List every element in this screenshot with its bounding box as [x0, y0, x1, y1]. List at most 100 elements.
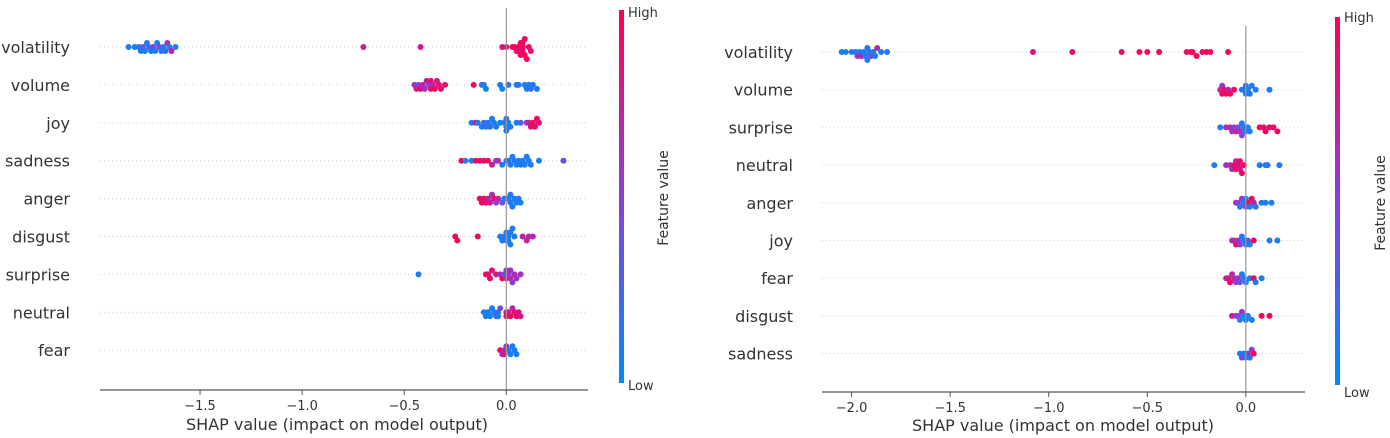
- shap-point-joy: [531, 123, 538, 130]
- shap-point-volatility: [864, 57, 871, 63]
- shap-point-fear: [513, 351, 520, 358]
- shap-point-disgust: [1236, 316, 1243, 323]
- shap-point-sadness: [527, 161, 534, 168]
- shap-point-neutral: [1276, 162, 1283, 169]
- shap-point-surprise: [507, 267, 514, 274]
- shap-point-volatility: [1189, 49, 1196, 55]
- x-tick-label: 0.0: [496, 399, 517, 414]
- shap-point-sadness: [507, 161, 514, 168]
- feature-label-surprise: surprise: [6, 265, 70, 284]
- shap-point-volatility: [1029, 49, 1036, 55]
- shap-point-volatility: [527, 48, 534, 54]
- shap-point-disgust: [509, 225, 516, 232]
- x-axis-label: SHAP value (impact on model output): [186, 415, 488, 434]
- feature-label-joy: joy: [45, 114, 70, 133]
- shap-point-volatility: [1136, 49, 1143, 55]
- shap-point-fear: [1236, 279, 1243, 286]
- shap-point-volume: [482, 85, 489, 92]
- shap-point-volume: [515, 81, 522, 88]
- feature-label-neutral: neutral: [736, 156, 793, 175]
- shap-point-anger: [509, 203, 516, 210]
- shap-point-surprise: [509, 279, 516, 286]
- shap-point-surprise: [489, 267, 496, 274]
- shap-point-neutral: [517, 313, 524, 320]
- feature-label-anger: anger: [746, 194, 793, 213]
- shap-point-anger: [495, 195, 502, 202]
- shap-point-volatility: [1156, 49, 1163, 55]
- colorbar-low-label: Low: [1344, 386, 1370, 401]
- shap-point-surprise: [1262, 128, 1269, 135]
- shap-point-fear: [1252, 279, 1259, 286]
- shap-point-sadness: [495, 157, 502, 164]
- shap-point-volume: [421, 85, 428, 92]
- shap-point-neutral: [1238, 170, 1245, 177]
- colorbar-title: Feature value: [656, 150, 672, 246]
- shap-point-volatility: [1144, 49, 1151, 55]
- x-tick-label: −1.5: [934, 401, 966, 416]
- shap-point-anger: [1268, 199, 1275, 206]
- x-tick-label: −1.5: [184, 399, 216, 414]
- shap-point-surprise: [513, 275, 520, 282]
- shap-point-disgust: [519, 233, 526, 240]
- shap-point-anger: [486, 199, 493, 206]
- shap-point-volatility: [521, 36, 528, 42]
- shap-point-neutral: [495, 313, 502, 320]
- shap-point-volatility: [172, 44, 179, 50]
- shap-point-disgust: [507, 241, 514, 248]
- shap-point-volatility: [168, 48, 175, 54]
- shap-point-neutral: [486, 313, 493, 320]
- shap-point-sadness: [484, 157, 491, 164]
- x-axis-label: SHAP value (impact on model output): [912, 416, 1214, 435]
- shap-point-disgust: [474, 233, 481, 240]
- feature-label-volatility: volatility: [1, 38, 70, 57]
- shap-point-joy: [1246, 241, 1253, 248]
- shap-point-joy: [1236, 241, 1243, 248]
- shap-point-sadness: [489, 161, 496, 168]
- shap-point-volatility: [872, 53, 879, 59]
- shap-point-sadness: [521, 161, 528, 168]
- shap-point-volume: [1248, 82, 1255, 89]
- shap-point-volume: [1227, 90, 1234, 97]
- shap-point-surprise: [1274, 128, 1281, 135]
- shap-point-volatility: [884, 49, 891, 55]
- shap-point-anger: [1262, 199, 1269, 206]
- shap-point-anger: [517, 199, 524, 206]
- feature-label-fear: fear: [38, 341, 70, 360]
- shap-point-disgust: [1258, 312, 1265, 319]
- colorbar-high-label: High: [1344, 11, 1374, 26]
- shap-point-sadness: [535, 157, 542, 164]
- feature-label-fear: fear: [761, 269, 793, 288]
- x-tick-label: −0.5: [388, 399, 420, 414]
- shap-point-anger: [1246, 203, 1253, 210]
- shap-point-fear: [1258, 275, 1265, 282]
- x-tick-label: −0.5: [1131, 401, 1163, 416]
- shap-point-joy: [517, 119, 524, 126]
- feature-label-disgust: disgust: [12, 228, 70, 247]
- shap-point-volatility: [1118, 49, 1125, 55]
- shap-point-joy: [507, 123, 514, 130]
- feature-label-volatility: volatility: [724, 43, 793, 62]
- shap-point-volume: [470, 81, 477, 88]
- shap-point-sadness: [1246, 354, 1253, 361]
- shap-point-joy: [493, 123, 500, 130]
- x-tick-label: −1.0: [1033, 401, 1065, 416]
- shap-point-volatility: [360, 44, 367, 50]
- shap-point-joy: [1250, 237, 1257, 244]
- shap-point-surprise: [1246, 128, 1253, 135]
- shap-point-volume: [1246, 90, 1253, 97]
- left-shap-plot: volatility volume joy sadness anger disgust su…: [1, 6, 672, 434]
- feature-label-neutral: neutral: [13, 303, 70, 322]
- shap-point-volatility: [878, 49, 885, 55]
- shap-point-volatility: [141, 48, 148, 54]
- feature-label-sadness: sadness: [5, 152, 70, 171]
- shap-point-disgust: [1248, 316, 1255, 323]
- shap-point-volume: [442, 81, 449, 88]
- shap-point-surprise: [415, 271, 422, 278]
- shap-point-volatility: [152, 48, 159, 54]
- feature-label-sadness: sadness: [728, 345, 793, 364]
- shap-point-sadness: [462, 157, 469, 164]
- feature-label-volume: volume: [11, 76, 70, 95]
- feature-label-anger: anger: [23, 190, 70, 209]
- feature-label-joy: joy: [768, 232, 793, 251]
- shap-point-volume: [529, 81, 536, 88]
